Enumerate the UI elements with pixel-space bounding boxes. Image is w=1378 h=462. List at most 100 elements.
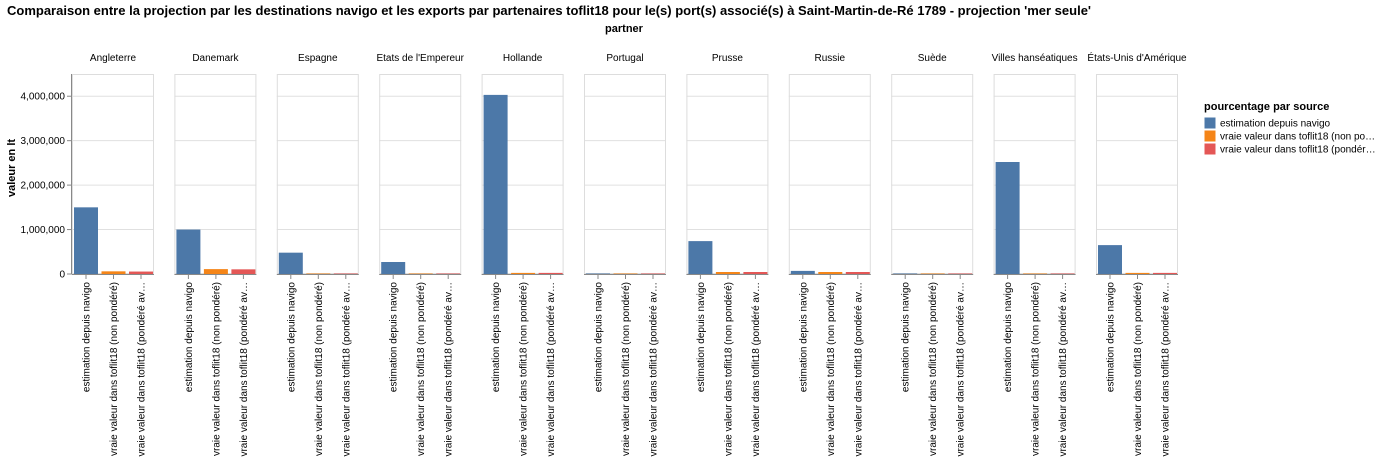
x-tick-label: vraie valeur dans toflit18 (pondéré av… — [341, 282, 352, 457]
chart-title: Comparaison entre la projection par les … — [7, 3, 1091, 18]
facet-label: Espagne — [298, 53, 338, 64]
x-tick-label: vraie valeur dans toflit18 (pondéré av… — [239, 282, 250, 457]
facet-label: Prusse — [712, 53, 744, 64]
legend-item: vraie valeur dans toflit18 (non po… — [1204, 130, 1375, 143]
bar — [231, 269, 256, 274]
bar — [483, 94, 508, 274]
legend-label: vraie valeur dans toflit18 (pondér… — [1220, 145, 1376, 156]
bar — [893, 273, 918, 274]
x-tick-label: vraie valeur dans toflit18 (non pondéré) — [928, 282, 939, 456]
x-tick-label: vraie valeur dans toflit18 (pondéré av… — [1161, 282, 1172, 457]
x-tick-label: estimation depuis navigo — [594, 282, 605, 393]
bar — [743, 272, 768, 274]
x-tick-label: vraie valeur dans toflit18 (pondéré av… — [853, 282, 864, 457]
x-tick-label: estimation depuis navigo — [696, 282, 707, 393]
bar — [129, 271, 153, 274]
bar — [74, 207, 98, 274]
bar — [511, 272, 536, 274]
facet-frame — [584, 74, 666, 274]
facet-frame — [788, 74, 871, 274]
x-tick-label: estimation depuis navigo — [901, 282, 912, 393]
bar — [101, 271, 126, 274]
facet-frame — [1096, 74, 1178, 274]
bar — [408, 273, 433, 274]
bar — [1050, 273, 1075, 274]
x-tick-label: estimation depuis navigo — [389, 282, 400, 393]
x-tick-label: estimation depuis navigo — [286, 282, 297, 393]
bar — [278, 252, 303, 274]
facet-su-de: Suède estimation depuis navigo vraie valeu… — [891, 53, 974, 457]
bar — [790, 270, 815, 274]
bar — [436, 273, 461, 274]
x-tick-label: estimation depuis navigo — [82, 282, 93, 393]
bar — [845, 272, 870, 274]
legend-item: estimation depuis navigo — [1204, 117, 1331, 130]
bar — [306, 273, 331, 274]
legend-label: estimation depuis navigo — [1220, 119, 1331, 130]
x-tick-label: vraie valeur dans toflit18 (pondéré av… — [137, 282, 148, 457]
legend-title: pourcentage par source — [1204, 101, 1329, 113]
facet-label: États-Unis d'Amérique — [1087, 51, 1187, 64]
facet-label: Russie — [815, 53, 846, 64]
facet-label: Hollande — [503, 53, 543, 64]
facet-label: Angleterre — [90, 53, 137, 64]
facet-villes-hans-atiques: Villes hanséatiques estimation depuis nav… — [992, 53, 1078, 457]
bar — [613, 273, 638, 274]
facet-espagne: Espagne estimation depuis navigo vraie val… — [276, 53, 359, 457]
bar — [1153, 272, 1177, 274]
legend-item: vraie valeur dans toflit18 (pondér… — [1204, 143, 1376, 156]
x-tick-label: vraie valeur dans toflit18 (pondéré av… — [546, 282, 557, 457]
y-tick-label: 0 — [59, 270, 65, 281]
bar — [1023, 273, 1048, 274]
facet-frame — [276, 74, 359, 274]
y-tick-label: 4,000,000 — [21, 92, 66, 103]
facet-header-title: partner — [605, 23, 644, 35]
facet-russie: Russie estimation depuis navigo vraie vale… — [788, 53, 871, 457]
facet-etats-de-l-empereur: Etats de l'Empereur estimation depuis nav… — [376, 53, 464, 457]
facet-prusse: Prusse estimation depuis navigo vraie vale… — [686, 53, 769, 457]
x-tick-label: estimation depuis navigo — [1003, 282, 1014, 393]
facet-label: Suède — [918, 53, 947, 64]
bar — [333, 273, 358, 274]
bar — [688, 241, 713, 274]
facet--tats-unis-d-am-rique: États-Unis d'Amérique estimation depuis n… — [1087, 51, 1187, 457]
y-tick-label: 2,000,000 — [21, 181, 66, 192]
x-tick-label: estimation depuis navigo — [798, 282, 809, 393]
x-tick-label: vraie valeur dans toflit18 (pondéré av… — [956, 282, 967, 457]
facet-label: Portugal — [606, 53, 643, 64]
x-tick-label: vraie valeur dans toflit18 (non pondéré) — [416, 282, 427, 456]
facet-portugal: Portugal estimation depuis navigo vraie va… — [584, 53, 666, 457]
x-tick-label: vraie valeur dans toflit18 (non pondéré) — [1031, 282, 1042, 456]
bar — [586, 273, 610, 274]
y-axis-label: valeur en lt — [6, 139, 18, 197]
x-tick-label: vraie valeur dans toflit18 (non pondéré) — [826, 282, 837, 456]
x-tick-label: vraie valeur dans toflit18 (non pondéré) — [519, 282, 530, 456]
facet-label: Danemark — [192, 53, 239, 64]
x-tick-label: vraie valeur dans toflit18 (non pondéré) — [723, 282, 734, 456]
x-tick-label: vraie valeur dans toflit18 (pondéré av… — [1058, 282, 1069, 457]
x-tick-label: estimation depuis navigo — [491, 282, 502, 393]
bar — [1098, 245, 1122, 274]
bar — [818, 272, 843, 274]
facet-hollande: Hollande estimation depuis navigo vraie va… — [481, 53, 564, 457]
facet-frame — [891, 74, 974, 274]
x-tick-label: vraie valeur dans toflit18 (non pondéré) — [1133, 282, 1144, 456]
facet-danemark: Danemark estimation depuis navigo vraie va… — [174, 53, 257, 457]
x-tick-label: vraie valeur dans toflit18 (non pondéré) — [211, 282, 222, 456]
facet-label: Etats de l'Empereur — [376, 53, 464, 64]
x-tick-label: estimation depuis navigo — [1106, 282, 1117, 393]
facets: Angleterre estimation depuis navigo vraie … — [72, 51, 1187, 457]
y-tick-label: 3,000,000 — [21, 136, 66, 147]
bar — [203, 269, 228, 274]
bar — [176, 229, 201, 274]
facet-label: Villes hanséatiques — [992, 53, 1078, 64]
x-tick-label: vraie valeur dans toflit18 (pondéré av… — [751, 282, 762, 457]
legend-swatch — [1204, 117, 1216, 129]
x-tick-label: vraie valeur dans toflit18 (pondéré av… — [444, 282, 455, 457]
facet-angleterre: Angleterre estimation depuis navigo vraie … — [72, 53, 154, 457]
y-tick-label: 1,000,000 — [21, 225, 66, 236]
bar — [948, 273, 973, 274]
legend: pourcentage par source estimation depuis… — [1204, 101, 1376, 156]
x-tick-label: vraie valeur dans toflit18 (pondéré av… — [649, 282, 660, 457]
